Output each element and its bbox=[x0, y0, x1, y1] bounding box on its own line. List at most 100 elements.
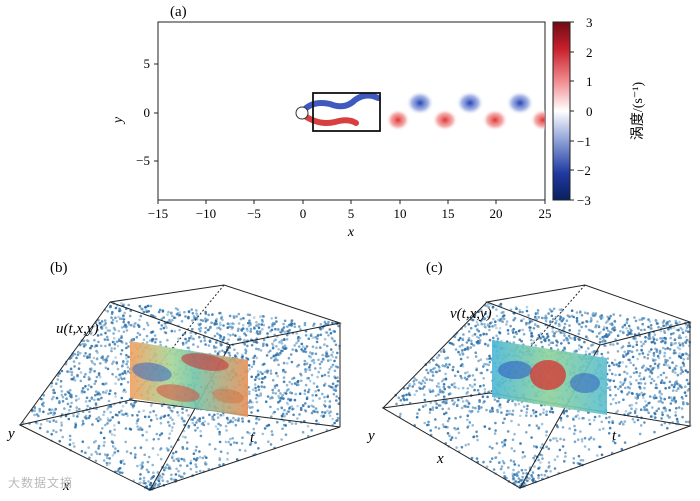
scatter-point bbox=[455, 446, 458, 449]
scatter-point bbox=[452, 385, 456, 389]
scatter-point bbox=[300, 379, 303, 383]
scatter-point bbox=[88, 414, 92, 418]
scatter-point bbox=[634, 319, 638, 323]
scatter-point bbox=[263, 427, 267, 430]
scatter-point bbox=[643, 382, 647, 385]
scatter-point bbox=[675, 364, 678, 368]
scatter-point bbox=[459, 374, 463, 378]
scatter-point bbox=[177, 457, 180, 461]
scatter-point bbox=[94, 459, 98, 463]
scatter-point bbox=[168, 465, 171, 469]
scatter-point bbox=[181, 435, 185, 439]
scatter-point bbox=[554, 315, 558, 319]
scatter-point bbox=[684, 369, 688, 372]
b-x-axis-label: x bbox=[62, 478, 70, 494]
scatter-point bbox=[293, 398, 297, 402]
scatter-point bbox=[94, 393, 97, 397]
scatter-point bbox=[306, 425, 310, 428]
scatter-point bbox=[336, 376, 339, 379]
scatter-point bbox=[480, 322, 484, 326]
scatter-point bbox=[191, 327, 194, 331]
scatter-point bbox=[104, 326, 108, 330]
scatter-point bbox=[267, 440, 270, 444]
scatter-point bbox=[281, 394, 284, 397]
scatter-point bbox=[309, 351, 312, 354]
scatter-point bbox=[321, 410, 324, 414]
scatter-point bbox=[651, 406, 654, 409]
scatter-point bbox=[87, 416, 91, 420]
scatter-point bbox=[545, 430, 548, 434]
scatter-point bbox=[578, 344, 581, 347]
scatter-point bbox=[266, 424, 270, 427]
scatter-point bbox=[329, 358, 333, 362]
scatter-point bbox=[247, 364, 251, 367]
scatter-point bbox=[444, 372, 447, 376]
scatter-point bbox=[240, 442, 244, 445]
scatter-point bbox=[121, 404, 125, 408]
scatter-point bbox=[153, 483, 156, 487]
scatter-point bbox=[445, 399, 448, 402]
scatter-point bbox=[286, 362, 289, 365]
scatter-point bbox=[282, 361, 286, 365]
scatter-point bbox=[121, 364, 124, 368]
scatter-point bbox=[674, 341, 677, 345]
scatter-point bbox=[170, 473, 173, 477]
scatter-point bbox=[171, 455, 174, 458]
scatter-point bbox=[633, 420, 636, 424]
scatter-point bbox=[179, 464, 182, 467]
scatter-point bbox=[648, 368, 651, 372]
scatter-point bbox=[564, 455, 567, 458]
scatter-point bbox=[142, 338, 146, 342]
scatter-point bbox=[609, 314, 612, 318]
scatter-point bbox=[113, 424, 116, 427]
scatter-point bbox=[489, 322, 492, 325]
scatter-point bbox=[669, 402, 673, 405]
scatter-point bbox=[664, 324, 668, 327]
scatter-point bbox=[663, 397, 666, 401]
scatter-point bbox=[308, 366, 311, 369]
scatter-point bbox=[485, 363, 488, 366]
scatter-point bbox=[320, 360, 324, 364]
scatter-point bbox=[214, 425, 218, 428]
scatter-point bbox=[292, 413, 295, 417]
scatter-point bbox=[89, 332, 93, 336]
scatter-point bbox=[307, 337, 311, 341]
scatter-point bbox=[322, 384, 326, 387]
scatter-point bbox=[109, 389, 112, 393]
scatter-point bbox=[613, 441, 617, 445]
scatter-point bbox=[659, 397, 663, 400]
scatter-point bbox=[494, 320, 497, 324]
scatter-point bbox=[472, 435, 476, 439]
scatter-point bbox=[474, 406, 477, 410]
scatter-point bbox=[159, 327, 163, 331]
scatter-point bbox=[674, 319, 678, 323]
scatter-point bbox=[238, 448, 242, 452]
scatter-point bbox=[213, 413, 216, 417]
scatter-point bbox=[114, 382, 117, 385]
scatter-point bbox=[423, 421, 427, 425]
scatter-point bbox=[152, 471, 155, 475]
scatter-point bbox=[126, 360, 129, 363]
scatter-point bbox=[94, 390, 98, 393]
scatter-point bbox=[435, 402, 439, 406]
scatter-point bbox=[204, 343, 207, 346]
scatter-point bbox=[518, 328, 522, 332]
scatter-point bbox=[666, 323, 670, 326]
scatter-point bbox=[642, 396, 645, 400]
scatter-point bbox=[323, 337, 327, 341]
scatter-point bbox=[204, 317, 207, 321]
scatter-point bbox=[609, 394, 612, 397]
scatter-point bbox=[437, 427, 441, 430]
scatter-point bbox=[254, 397, 258, 400]
x-axis: −15 −10 −5 0 5 10 15 20 25 x bbox=[148, 200, 552, 240]
scatter-point bbox=[125, 362, 128, 366]
scatter-point bbox=[632, 363, 635, 367]
scatter-point bbox=[68, 443, 72, 446]
scatter-point bbox=[259, 392, 263, 395]
scatter-point bbox=[49, 411, 53, 415]
scatter-point bbox=[413, 393, 417, 397]
scatter-point bbox=[592, 418, 596, 422]
scatter-point bbox=[464, 443, 468, 447]
scatter-point bbox=[438, 388, 442, 392]
scatter-point bbox=[219, 323, 222, 327]
